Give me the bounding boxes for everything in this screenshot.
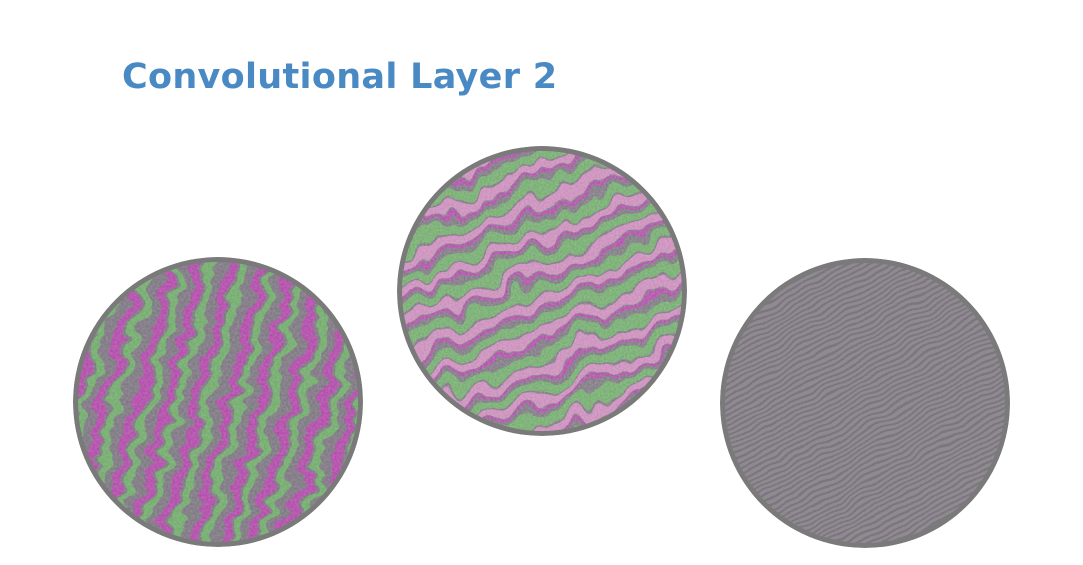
feature-visualization-left <box>73 257 363 547</box>
slide-title: Convolutional Layer 2 <box>122 57 558 97</box>
pattern-left <box>73 257 363 547</box>
pattern-middle <box>397 146 687 436</box>
pattern-right <box>720 258 1010 548</box>
feature-visualization-middle <box>397 146 687 436</box>
feature-visualization-right <box>720 258 1010 548</box>
